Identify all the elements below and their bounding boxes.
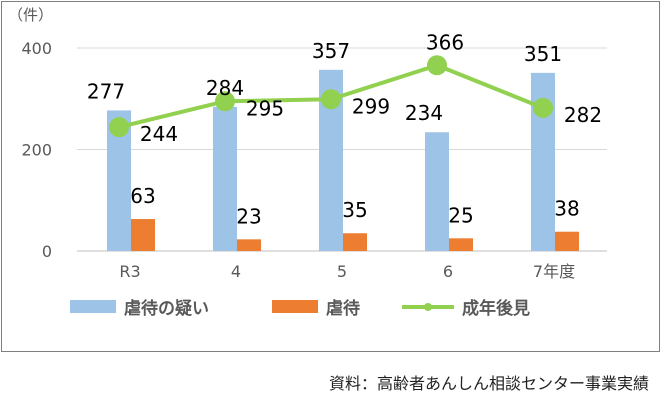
data-label-abuse-1: 23 [236, 204, 261, 228]
chart: 0 200 400 （件） R3 4 5 6 7年度 277 284 357 234 351 63 23 35 2… [8, 6, 607, 319]
point-guardianship-1 [215, 91, 235, 112]
data-label-suspected-3: 234 [405, 101, 443, 125]
unit-label: （件） [8, 6, 53, 24]
legend-label-abuse: 虐待 [326, 298, 360, 319]
y-tick-label-400: 400 [21, 39, 52, 58]
bar-abuse-0 [131, 219, 155, 251]
x-tick-label-4: 7年度 [533, 262, 575, 281]
data-label-guardianship-3: 366 [426, 30, 464, 54]
point-guardianship-2 [321, 89, 341, 110]
chart-frame: 0 200 400 （件） R3 4 5 6 7年度 277 284 357 234 351 63 23 35 2… [1, 1, 660, 352]
legend-marker-guardianship [424, 303, 432, 311]
data-label-abuse-0: 63 [130, 184, 155, 208]
legend-label-guardianship: 成年後見 [462, 298, 530, 319]
source-note: 資料：高齢者あんしん相談センター事業実績 [328, 374, 649, 393]
data-label-guardianship-1: 295 [246, 96, 284, 120]
legend-swatch-abuse [272, 300, 318, 313]
x-tick-label-2: 5 [337, 262, 347, 281]
bar-abuse-2 [343, 233, 367, 251]
data-label-suspected-1: 284 [206, 76, 244, 100]
legend-swatch-suspected [70, 300, 116, 313]
x-tick-label-0: R3 [119, 262, 140, 281]
data-label-abuse-2: 35 [342, 198, 367, 222]
data-label-guardianship-4: 282 [564, 103, 602, 127]
data-label-abuse-3: 25 [448, 203, 473, 227]
y-tick-label-200: 200 [21, 141, 52, 160]
data-label-guardianship-0: 244 [140, 122, 178, 146]
bar-abuse-3 [449, 238, 473, 251]
data-label-suspected-4: 351 [524, 42, 562, 66]
bar-abuse-1 [237, 239, 261, 251]
point-guardianship-0 [109, 117, 129, 138]
bar-abuse-4 [555, 231, 579, 251]
x-tick-label-1: 4 [231, 262, 241, 281]
point-guardianship-4 [533, 97, 553, 118]
data-label-suspected-0: 277 [87, 79, 125, 103]
data-label-abuse-4: 38 [554, 197, 579, 221]
data-label-guardianship-2: 299 [352, 94, 390, 118]
data-label-suspected-2: 357 [312, 39, 350, 63]
point-guardianship-3 [427, 55, 447, 76]
x-tick-label-3: 6 [443, 262, 453, 281]
bar-suspected-3 [425, 132, 449, 251]
bar-suspected-1 [213, 106, 237, 252]
legend-label-suspected: 虐待の疑い [124, 298, 209, 319]
y-tick-label-0: 0 [42, 242, 52, 261]
